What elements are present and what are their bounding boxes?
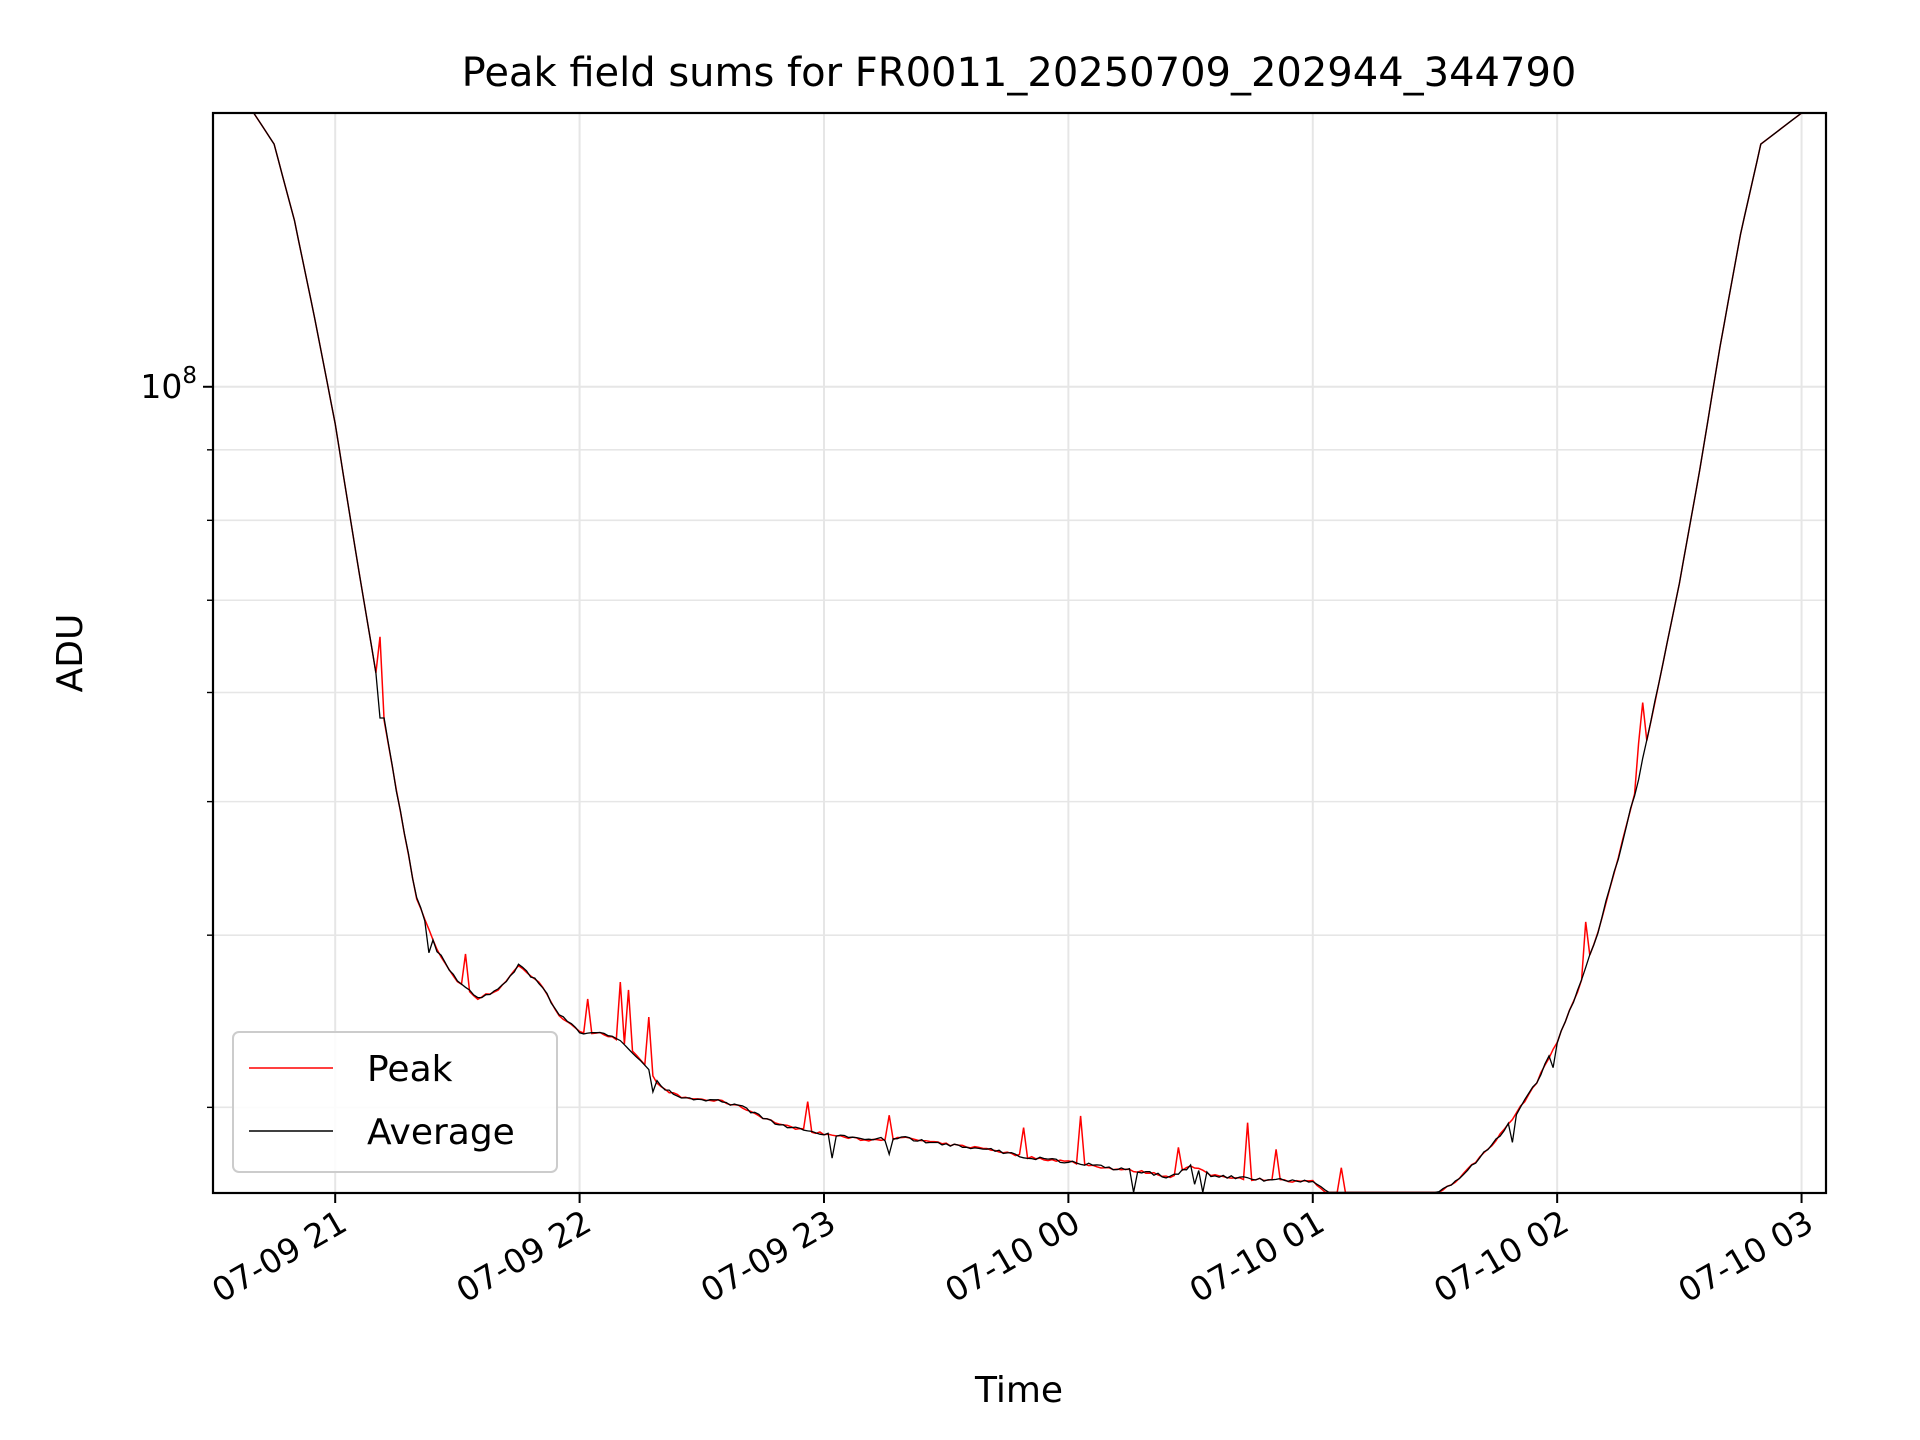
y-tick-base: 10 — [140, 367, 182, 406]
legend: Peak Average — [232, 1031, 558, 1173]
plot-series — [213, 113, 1826, 1193]
y-axis-label: ADU — [50, 614, 91, 693]
y-axis-ticks: 108 — [140, 363, 213, 1109]
axes-frame — [211, 111, 1828, 1195]
series-line-average — [213, 113, 1826, 1193]
y-tick-label: 108 — [140, 363, 197, 406]
grid — [213, 113, 1826, 1193]
legend-label-average: Average — [367, 1112, 515, 1153]
y-tick-exponent: 8 — [182, 363, 197, 389]
legend-label-peak: Peak — [367, 1049, 453, 1090]
x-axis-label: Time — [974, 1370, 1063, 1411]
chart-title: Peak field sums for FR0011_20250709_2029… — [462, 50, 1577, 96]
legend-box — [232, 1031, 558, 1173]
